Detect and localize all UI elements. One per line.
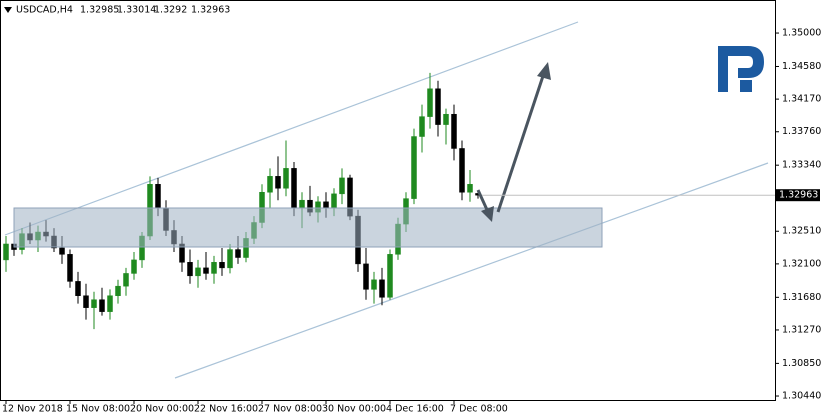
candle-body xyxy=(379,279,385,298)
candle-body xyxy=(427,88,433,117)
y-tick-label: 1.34170 xyxy=(782,94,821,105)
current-price-box xyxy=(776,189,820,202)
y-tick-label: 1.32100 xyxy=(782,258,821,269)
x-tick-label: 4 Dec 16:00 xyxy=(386,404,444,415)
y-tick-label: 1.31680 xyxy=(782,292,821,303)
candle-body xyxy=(83,295,89,308)
candle-body xyxy=(187,262,193,277)
y-tick-label: 1.32510 xyxy=(782,226,821,237)
candle-body xyxy=(3,243,9,261)
x-tick-label: 20 Nov 00:00 xyxy=(130,404,194,415)
candle-body xyxy=(107,295,113,312)
last-open: 1.32985 xyxy=(80,5,119,16)
symbol: USDCAD,H4 xyxy=(16,5,73,16)
support-zone xyxy=(13,207,603,248)
channel-lower xyxy=(174,162,769,379)
candle-body xyxy=(451,113,457,149)
candle-body xyxy=(59,247,65,255)
y-tick-label: 1.30440 xyxy=(782,391,821,402)
candle-body xyxy=(291,168,297,209)
candle-body xyxy=(123,273,129,287)
x-tick-label: 12 Nov 2018 xyxy=(2,404,63,415)
candle-body xyxy=(459,148,465,193)
candle-body xyxy=(387,254,393,298)
last-close: 1.32963 xyxy=(191,5,230,16)
candle-body xyxy=(419,116,425,137)
candle-body xyxy=(235,249,241,258)
candle-body xyxy=(99,299,105,312)
y-tick-label: 1.30850 xyxy=(782,358,821,369)
last-low: 1.3292 xyxy=(154,5,187,16)
candle-body xyxy=(467,184,473,193)
forecast-arrows xyxy=(476,62,551,222)
candle-body xyxy=(131,259,137,274)
candle-body xyxy=(323,201,329,209)
candle-body xyxy=(371,279,377,290)
candle-body xyxy=(75,281,81,296)
candle-body xyxy=(155,184,161,209)
candle-body xyxy=(211,262,217,274)
candle-body xyxy=(227,249,233,269)
candle-body xyxy=(299,199,305,209)
current-price-label: 1.32963 xyxy=(779,190,818,201)
x-tick-label: 7 Dec 08:00 xyxy=(450,404,508,415)
candle-body xyxy=(363,263,369,290)
candle-body xyxy=(435,88,441,125)
candle-body xyxy=(411,136,417,199)
candle-body xyxy=(195,267,201,277)
candle-body xyxy=(443,113,449,125)
y-tick-label: 1.34580 xyxy=(782,61,821,72)
channel-upper xyxy=(4,21,579,236)
candle-body xyxy=(275,176,281,189)
x-tick-label: 15 Nov 08:00 xyxy=(66,404,130,415)
last-high: 1.33014 xyxy=(117,5,156,16)
y-tick-label: 1.35000 xyxy=(782,28,821,39)
y-tick-label: 1.33340 xyxy=(782,160,821,171)
plot-frame xyxy=(0,0,776,401)
candle-body xyxy=(267,176,273,193)
x-tick-label: 22 Nov 16:00 xyxy=(194,404,258,415)
candle-body xyxy=(91,299,97,308)
candle-body xyxy=(203,267,209,274)
x-tick-label: 27 Nov 08:00 xyxy=(258,404,322,415)
candle-body xyxy=(339,177,345,195)
symbol-menu-icon[interactable] xyxy=(4,7,12,13)
y-tick-label: 1.31270 xyxy=(782,324,821,335)
logo xyxy=(718,46,764,92)
x-tick-label: 30 Nov 00:00 xyxy=(322,404,386,415)
y-tick-label: 1.33760 xyxy=(782,126,821,137)
candle-body xyxy=(283,168,289,189)
candle-body xyxy=(115,285,121,296)
candle-body xyxy=(219,262,225,269)
candle-body xyxy=(67,254,73,282)
candle-body xyxy=(331,193,337,209)
